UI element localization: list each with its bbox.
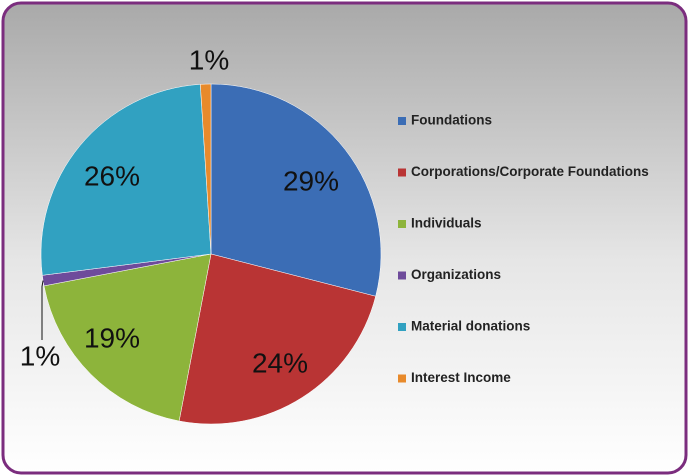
- pie-slice: [210, 83, 382, 297]
- legend-swatch: [398, 117, 406, 125]
- legend-swatch: [398, 323, 406, 331]
- pie-slice: [178, 253, 376, 425]
- pie-slice: [43, 253, 212, 422]
- legend-label: Foundations: [411, 113, 492, 128]
- legend-label: Corporations/Corporate Foundations: [411, 164, 649, 179]
- legend-label: Organizations: [411, 267, 501, 282]
- leader-line: [41, 280, 44, 340]
- pie-slice: [40, 84, 212, 276]
- data-label: 1%: [20, 340, 60, 371]
- data-label: 29%: [283, 165, 339, 196]
- legend-swatch: [398, 220, 406, 228]
- legend-label: Interest Income: [411, 370, 511, 385]
- data-label: 1%: [189, 44, 229, 75]
- data-label: 19%: [84, 322, 140, 353]
- legend-label: Individuals: [411, 216, 482, 231]
- legend-swatch: [398, 374, 406, 383]
- pie-slice: [200, 83, 212, 255]
- data-label: 26%: [84, 160, 140, 191]
- legend-label: Material donations: [411, 319, 530, 334]
- legend-swatch: [398, 271, 406, 280]
- legend-swatch: [398, 168, 406, 177]
- data-label: 24%: [252, 347, 308, 378]
